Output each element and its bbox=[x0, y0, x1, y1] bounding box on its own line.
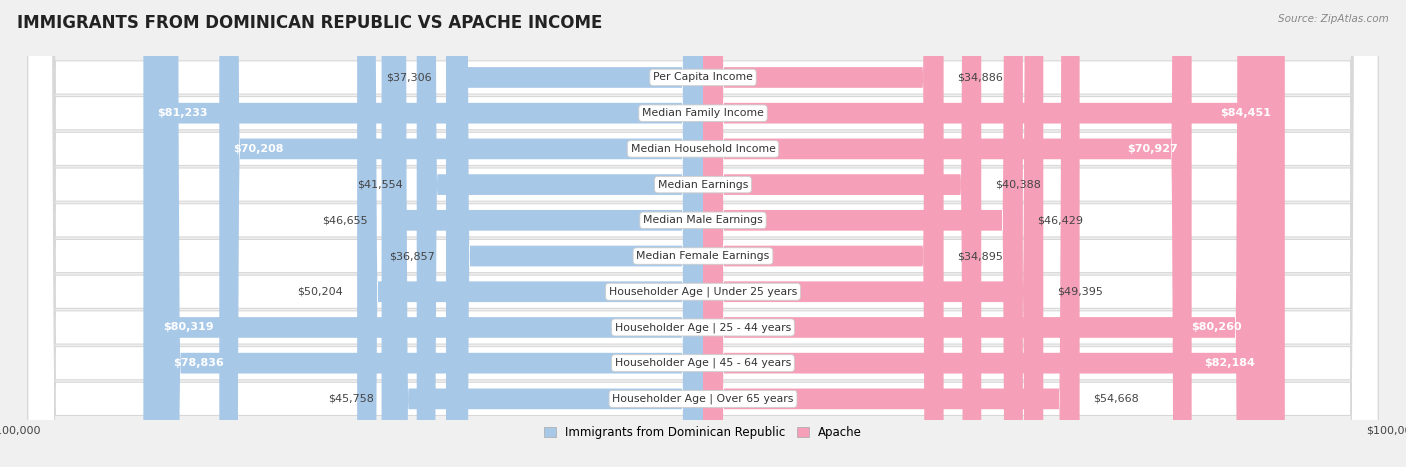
Text: $82,184: $82,184 bbox=[1205, 358, 1256, 368]
FancyBboxPatch shape bbox=[703, 0, 943, 467]
FancyBboxPatch shape bbox=[28, 0, 1378, 467]
Text: Median Earnings: Median Earnings bbox=[658, 180, 748, 190]
FancyBboxPatch shape bbox=[28, 0, 1378, 467]
FancyBboxPatch shape bbox=[703, 0, 1024, 467]
Text: Householder Age | Over 65 years: Householder Age | Over 65 years bbox=[612, 394, 794, 404]
Text: $84,451: $84,451 bbox=[1220, 108, 1271, 118]
Text: Householder Age | 45 - 64 years: Householder Age | 45 - 64 years bbox=[614, 358, 792, 368]
FancyBboxPatch shape bbox=[28, 0, 1378, 467]
Text: $45,758: $45,758 bbox=[328, 394, 374, 404]
Text: $70,208: $70,208 bbox=[233, 144, 284, 154]
FancyBboxPatch shape bbox=[703, 0, 1192, 467]
Text: Median Household Income: Median Household Income bbox=[630, 144, 776, 154]
FancyBboxPatch shape bbox=[28, 0, 1378, 467]
Text: Median Female Earnings: Median Female Earnings bbox=[637, 251, 769, 261]
Text: $49,395: $49,395 bbox=[1057, 287, 1102, 297]
FancyBboxPatch shape bbox=[381, 0, 703, 467]
FancyBboxPatch shape bbox=[388, 0, 703, 467]
FancyBboxPatch shape bbox=[703, 0, 1080, 467]
Text: Source: ZipAtlas.com: Source: ZipAtlas.com bbox=[1278, 14, 1389, 24]
FancyBboxPatch shape bbox=[28, 0, 1378, 467]
Text: $78,836: $78,836 bbox=[174, 358, 225, 368]
Text: $37,306: $37,306 bbox=[387, 72, 432, 83]
Text: IMMIGRANTS FROM DOMINICAN REPUBLIC VS APACHE INCOME: IMMIGRANTS FROM DOMINICAN REPUBLIC VS AP… bbox=[17, 14, 602, 32]
FancyBboxPatch shape bbox=[149, 0, 703, 467]
FancyBboxPatch shape bbox=[703, 0, 1256, 467]
FancyBboxPatch shape bbox=[219, 0, 703, 467]
FancyBboxPatch shape bbox=[28, 0, 1378, 467]
FancyBboxPatch shape bbox=[703, 0, 1043, 467]
Text: $46,655: $46,655 bbox=[322, 215, 368, 225]
Text: $34,895: $34,895 bbox=[957, 251, 1002, 261]
FancyBboxPatch shape bbox=[143, 0, 703, 467]
FancyBboxPatch shape bbox=[28, 0, 1378, 467]
Text: $36,857: $36,857 bbox=[389, 251, 436, 261]
Text: $46,429: $46,429 bbox=[1036, 215, 1083, 225]
Text: Median Male Earnings: Median Male Earnings bbox=[643, 215, 763, 225]
Legend: Immigrants from Dominican Republic, Apache: Immigrants from Dominican Republic, Apac… bbox=[538, 421, 868, 444]
FancyBboxPatch shape bbox=[28, 0, 1378, 467]
FancyBboxPatch shape bbox=[446, 0, 703, 467]
Text: $80,260: $80,260 bbox=[1191, 322, 1241, 333]
Text: Householder Age | Under 25 years: Householder Age | Under 25 years bbox=[609, 286, 797, 297]
Text: Median Family Income: Median Family Income bbox=[643, 108, 763, 118]
Text: $80,319: $80,319 bbox=[163, 322, 214, 333]
Text: Per Capita Income: Per Capita Income bbox=[652, 72, 754, 83]
Text: $70,927: $70,927 bbox=[1128, 144, 1178, 154]
FancyBboxPatch shape bbox=[28, 0, 1378, 467]
FancyBboxPatch shape bbox=[703, 0, 1285, 467]
Text: Householder Age | 25 - 44 years: Householder Age | 25 - 44 years bbox=[614, 322, 792, 333]
Text: $54,668: $54,668 bbox=[1094, 394, 1139, 404]
FancyBboxPatch shape bbox=[28, 0, 1378, 467]
FancyBboxPatch shape bbox=[703, 0, 943, 467]
FancyBboxPatch shape bbox=[703, 0, 1270, 467]
FancyBboxPatch shape bbox=[357, 0, 703, 467]
Text: $40,388: $40,388 bbox=[995, 180, 1040, 190]
FancyBboxPatch shape bbox=[160, 0, 703, 467]
FancyBboxPatch shape bbox=[703, 0, 981, 467]
Text: $81,233: $81,233 bbox=[157, 108, 208, 118]
Text: $50,204: $50,204 bbox=[298, 287, 343, 297]
FancyBboxPatch shape bbox=[416, 0, 703, 467]
Text: $34,886: $34,886 bbox=[957, 72, 1002, 83]
Text: $41,554: $41,554 bbox=[357, 180, 404, 190]
FancyBboxPatch shape bbox=[449, 0, 703, 467]
